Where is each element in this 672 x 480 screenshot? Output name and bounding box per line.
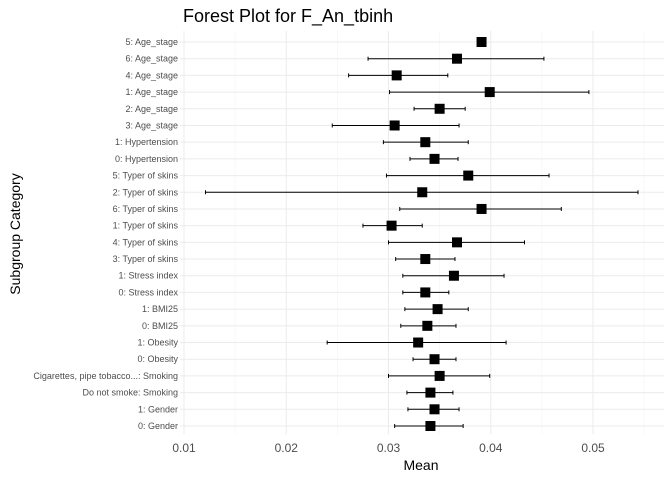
point-estimate: [391, 70, 402, 81]
point-estimate: [422, 320, 433, 331]
point-estimate: [434, 370, 445, 381]
point-estimate: [452, 53, 463, 64]
point-estimate: [484, 87, 495, 98]
point-estimate: [386, 220, 397, 231]
y-tick-label: 0: Gender: [138, 421, 178, 431]
y-tick-label: 0: Stress index: [118, 287, 178, 297]
point-estimate: [420, 287, 431, 298]
point-estimate: [432, 304, 443, 315]
y-tick-label: 1: Age_stage: [125, 87, 178, 97]
point-estimate: [425, 421, 436, 431]
x-tick-label: 0.01: [172, 441, 196, 455]
point-estimate: [420, 254, 431, 265]
point-estimate: [429, 153, 440, 164]
y-tick-label: 2: Typer of skins: [113, 187, 179, 197]
y-tick-label: 1: BMI25: [142, 304, 178, 314]
y-tick-label: 1: Hypertension: [115, 137, 178, 147]
y-tick-label: 1: Gender: [138, 404, 178, 414]
y-tick-label: Do not smoke: Smoking: [82, 388, 178, 398]
point-estimate: [434, 103, 445, 114]
x-tick-label: 0.02: [275, 441, 299, 455]
y-tick-label: 2: Age_stage: [125, 104, 178, 114]
y-tick-labels: 5: Age_stage 6: Age_stage 4: Age_stage 1: A…: [33, 37, 178, 431]
y-tick-label: 1: Typer of skins: [113, 221, 179, 231]
point-estimate: [452, 237, 463, 248]
y-tick-label: 1: Stress index: [118, 271, 178, 281]
y-tick-label: 0: Obesity: [137, 354, 178, 364]
x-axis-title: Mean: [403, 457, 438, 473]
point-estimate: [420, 137, 431, 148]
y-tick-label: 5: Age_stage: [125, 37, 178, 47]
y-tick-label: 6: Typer of skins: [113, 204, 179, 214]
y-tick-label: 6: Age_stage: [125, 54, 178, 64]
y-tick-label: 1: Obesity: [137, 338, 178, 348]
y-tick-label: 3: Age_stage: [125, 120, 178, 130]
y-tick-label: 0: BMI25: [142, 321, 178, 331]
grid-lines: [180, 31, 664, 434]
y-tick-label: 4: Age_stage: [125, 70, 178, 80]
point-estimate: [476, 37, 487, 47]
y-tick-label: 3: Typer of skins: [113, 254, 179, 264]
point-estimate: [476, 203, 487, 214]
y-axis-title: Subgroup Category: [7, 173, 23, 294]
point-estimate: [463, 170, 474, 181]
point-estimate: [413, 337, 424, 348]
y-tick-label: 0: Hypertension: [115, 154, 178, 164]
y-tick-label: Cigarettes, pipe tobacco...: Smoking: [33, 371, 178, 381]
y-tick-label: 4: Typer of skins: [113, 237, 179, 247]
point-estimate: [429, 354, 440, 365]
x-tick-label: 0.04: [479, 441, 503, 455]
point-estimate: [429, 404, 440, 415]
y-tick-label: 5: Typer of skins: [113, 171, 179, 181]
x-tick-label: 0.03: [377, 441, 401, 455]
x-tick-labels: 0.01 0.02 0.03 0.04 0.05: [172, 441, 605, 455]
x-tick-label: 0.05: [581, 441, 605, 455]
plot-marks: [204, 37, 639, 431]
chart-title: Forest Plot for F_An_tbinh: [183, 6, 393, 27]
point-estimate: [425, 387, 436, 398]
point-estimate: [417, 187, 428, 198]
point-estimate: [389, 120, 400, 131]
point-estimate: [448, 270, 459, 281]
